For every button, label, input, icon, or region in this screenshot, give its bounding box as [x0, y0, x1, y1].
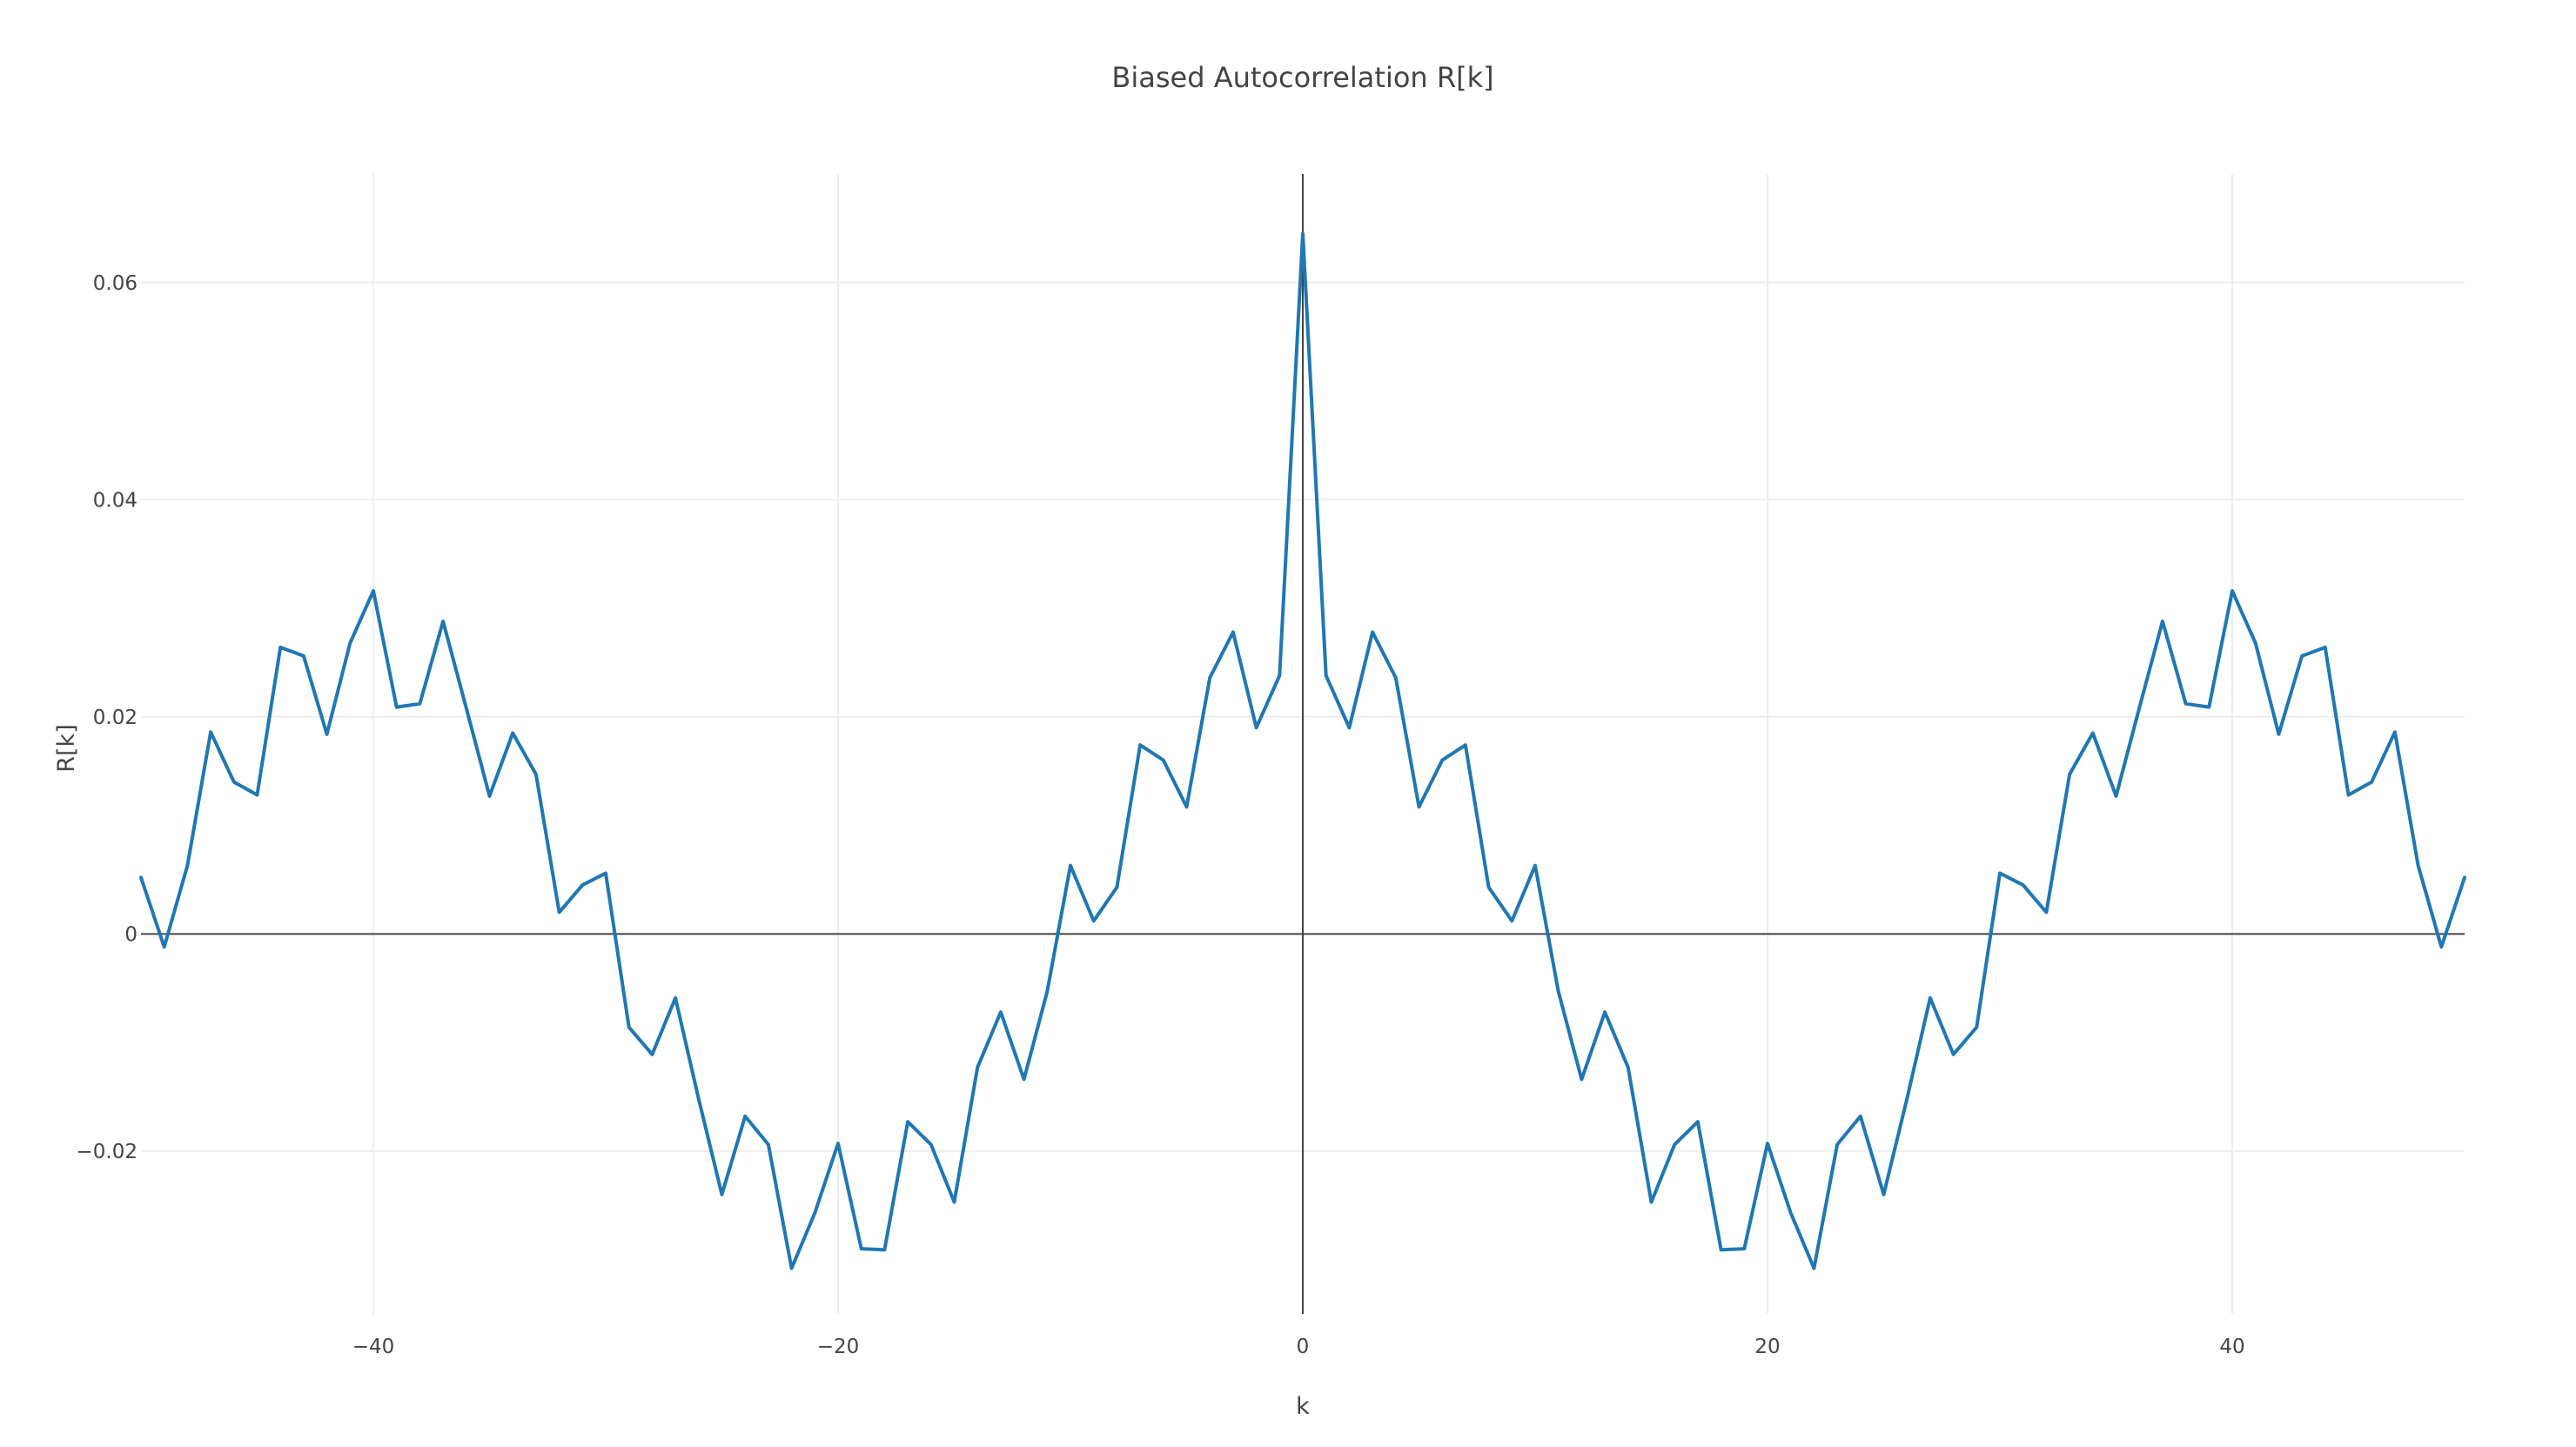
x-tick-label: −40 [352, 1336, 395, 1358]
x-tick-label: 0 [1297, 1336, 1310, 1358]
zero-lines [141, 174, 2465, 1314]
y-tick-label: 0.04 [93, 489, 138, 512]
y-axis-label: R[k] [53, 724, 80, 772]
x-tick-label: 40 [2219, 1336, 2244, 1358]
x-tick-labels: −40 −20 0 20 40 [352, 1336, 2245, 1358]
x-tick-label: −20 [817, 1336, 860, 1358]
y-tick-label: 0.06 [93, 272, 138, 295]
y-tick-label: −0.02 [77, 1141, 138, 1163]
x-axis-label: k [1296, 1393, 1310, 1420]
y-tick-label: 0.02 [93, 707, 138, 729]
series-group [139, 231, 2466, 1270]
series-line [139, 231, 2466, 1270]
x-tick-label: 20 [1754, 1336, 1780, 1358]
chart-title: Biased Autocorrelation R[k] [1111, 61, 1493, 94]
y-tick-label: 0 [124, 923, 138, 946]
y-tick-labels: −0.02 0 0.02 0.04 0.06 [77, 272, 138, 1163]
